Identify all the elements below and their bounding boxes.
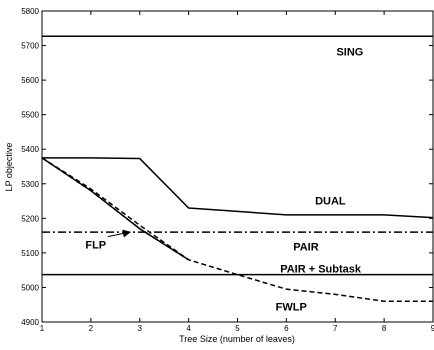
series-line-fwlp xyxy=(41,157,433,303)
series-label-sing: SING xyxy=(336,46,363,58)
x-tick-label-8: 8 xyxy=(382,324,387,333)
series-line-segment-6 xyxy=(41,157,190,261)
series-label-flp: FLP xyxy=(85,240,106,252)
series-label-pair-subtask: PAIR + Subtask xyxy=(280,263,362,275)
ticks-layer: 1 2 3 4 5 6 7 8 9 4900 5000 5100 5200 5300 5400 5500 560… xyxy=(21,7,434,333)
y-tick-label-5300: 5300 xyxy=(21,180,39,189)
y-tick-label-5200: 5200 xyxy=(21,214,39,223)
x-tick-label-9: 9 xyxy=(431,324,434,333)
x-tick-label-6: 6 xyxy=(284,324,289,333)
y-axis-label: LP objective xyxy=(4,143,14,192)
series-layer xyxy=(41,35,434,303)
labels-layer: SING DUAL PAIR PAIR + Subtask FWLP FLP xyxy=(85,46,363,313)
y-tick-label-5400: 5400 xyxy=(21,145,39,154)
y-tick-label-5000: 5000 xyxy=(21,283,39,292)
y-tick-label-5700: 5700 xyxy=(21,42,39,51)
x-tick-label-7: 7 xyxy=(333,324,338,333)
y-tick-label-5100: 5100 xyxy=(21,249,39,258)
y-tick-label-5500: 5500 xyxy=(21,111,39,120)
y-tick-label-5800: 5800 xyxy=(21,7,39,16)
x-axis-label: Tree Size (number of leaves) xyxy=(179,334,295,344)
y-tick-label-4900: 4900 xyxy=(21,318,39,327)
x-tick-label-5: 5 xyxy=(235,324,240,333)
series-label-dual: DUAL xyxy=(315,195,346,207)
series-label-fwlp: FWLP xyxy=(276,301,307,313)
x-tick-label-4: 4 xyxy=(186,324,191,333)
x-tick-label-1: 1 xyxy=(40,324,45,333)
annotation-arrow-flp xyxy=(107,229,131,238)
y-tick-label-5600: 5600 xyxy=(21,76,39,85)
series-label-pair: PAIR xyxy=(293,242,319,254)
x-tick-label-3: 3 xyxy=(138,324,143,333)
series-line-dual xyxy=(42,157,434,219)
x-tick-label-2: 2 xyxy=(89,324,94,333)
